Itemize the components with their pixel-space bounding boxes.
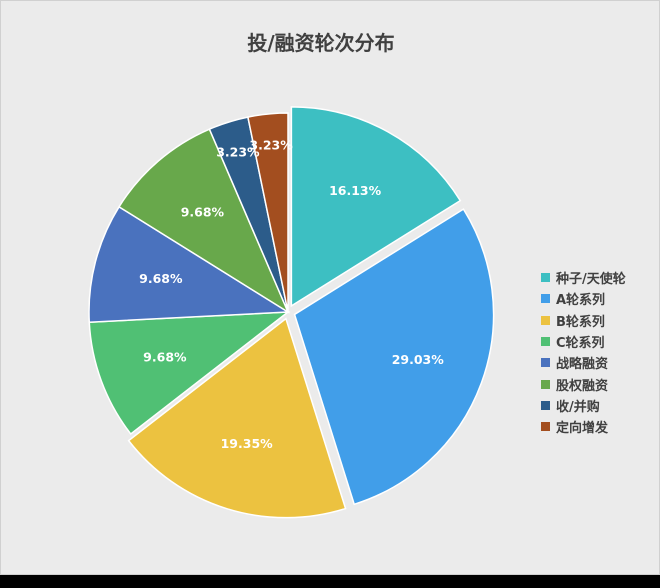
legend-label: 种子/天使轮 [556,272,626,288]
slice-label-3: 19.35% [221,436,274,451]
slice-label-7: 3.23% [216,145,260,160]
pie-slice-5 [88,205,291,324]
pie-slice-8 [247,112,289,313]
legend-label: A轮系列 [556,293,606,309]
legend-item: 定向增发 [541,416,626,437]
legend-item: 战略融资 [541,352,626,373]
slice-label-4: 9.68% [143,350,187,365]
pie-slice-2 [293,208,495,506]
pie-slice-6 [118,128,290,314]
legend-swatch [541,273,550,283]
legend-item: 股权融资 [541,373,626,394]
legend-swatch [541,315,550,325]
pie-slice-4 [88,311,291,435]
legend-swatch [541,337,550,347]
slice-label-5: 9.68% [139,271,183,286]
pie-slice-1 [290,106,462,308]
legend-item: B轮系列 [541,310,626,331]
legend-item: 收/并购 [541,395,626,416]
pie-slice-3 [127,317,347,519]
legend-item: 种子/天使轮 [541,267,626,288]
slice-label-2: 29.03% [392,352,445,367]
legend-item: A轮系列 [541,288,626,309]
slice-label-8: 3.23% [249,138,293,153]
legend-label: C轮系列 [556,336,605,352]
legend-item: C轮系列 [541,331,626,352]
slice-label-1: 16.13% [329,183,382,198]
legend-label: 定向增发 [556,421,609,437]
legend-swatch [541,294,550,304]
legend-label: B轮系列 [556,314,605,330]
slice-label-6: 9.68% [181,204,225,219]
chart-frame: 投/融资轮次分布 16.13% 29.03% 19.35% 9.68% 9.68% 9.6… [0,0,660,575]
legend-swatch [541,400,550,410]
legend-swatch [541,422,550,432]
legend-label: 收/并购 [556,399,600,415]
legend-label: 股权融资 [556,378,609,394]
legend-swatch [541,358,550,368]
legend-label: 战略融资 [556,357,609,373]
chart-legend: 种子/天使轮 A轮系列 B轮系列 C轮系列战略融资股权融资收/并购定向增发 [541,267,626,437]
legend-swatch [541,379,550,389]
chart-title: 投/融资轮次分布 [247,31,395,55]
pie-chart: 16.13% 29.03% 19.35% 9.68% 9.68% 9.68% 3.23%3.… [88,106,495,519]
